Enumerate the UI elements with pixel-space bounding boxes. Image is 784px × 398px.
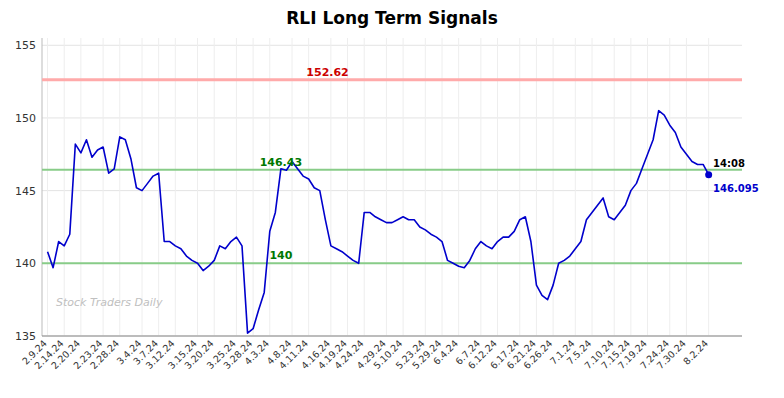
x-grid-line [686, 38, 687, 336]
watermark: Stock Traders Daily [56, 296, 163, 309]
x-grid-line [64, 38, 65, 336]
x-grid-line [214, 38, 215, 336]
y-tick-label: 150 [15, 112, 36, 125]
x-grid-line [269, 38, 270, 336]
reference-line [42, 78, 742, 81]
x-grid-line [197, 38, 198, 336]
reference-line [42, 169, 742, 171]
x-grid-line [236, 38, 237, 336]
x-grid-line [519, 38, 520, 336]
x-grid-line [103, 38, 104, 336]
x-grid-line [80, 38, 81, 336]
y-grid-line [42, 190, 742, 191]
y-grid-line [42, 117, 742, 118]
x-grid-line [708, 38, 709, 336]
x-grid-line [536, 38, 537, 336]
x-tick-label: 2.28.24 [88, 338, 121, 371]
grid [42, 38, 742, 336]
x-grid-line [425, 38, 426, 336]
y-grid-line [42, 45, 742, 46]
y-tick-label: 140 [15, 257, 36, 270]
reference-line [42, 262, 742, 264]
x-grid-line [292, 38, 293, 336]
x-grid-line [47, 38, 48, 336]
y-tick-label: 135 [15, 330, 36, 343]
x-grid-line [458, 38, 459, 336]
x-tick-label: 8.2.24 [681, 338, 710, 367]
x-grid-line [480, 38, 481, 336]
x-grid-line [403, 38, 404, 336]
x-grid-line [330, 38, 331, 336]
x-grid-line [575, 38, 576, 336]
x-grid-line [175, 38, 176, 336]
y-axis-line [42, 38, 43, 336]
reference-label: 140 [269, 249, 292, 262]
x-grid-line [442, 38, 443, 336]
plot-area [42, 80, 742, 333]
x-grid-line [142, 38, 143, 336]
reference-label: 152.62 [306, 66, 348, 79]
x-grid-line [347, 38, 348, 336]
y-tick-label: 155 [15, 39, 36, 52]
reference-label: 146.43 [260, 156, 302, 169]
y-grid-line [42, 336, 742, 337]
x-tick-label: 6.26.24 [521, 338, 554, 371]
x-grid-line [497, 38, 498, 336]
x-grid-line [669, 38, 670, 336]
x-grid-line [386, 38, 387, 336]
y-tick-label: 145 [15, 185, 36, 198]
y-grid-line [42, 263, 742, 264]
last-time-label: 14:08 [713, 158, 745, 169]
x-grid-line [364, 38, 365, 336]
x-tick-label: 7.30.24 [654, 338, 687, 371]
x-grid-line [647, 38, 648, 336]
title: RLI Long Term Signals [286, 8, 498, 28]
x-axis-line [42, 335, 742, 336]
x-grid-line [614, 38, 615, 336]
x-grid-line [553, 38, 554, 336]
price-line [48, 111, 709, 333]
x-grid-line [308, 38, 309, 336]
x-grid-line [253, 38, 254, 336]
last-price-dot [705, 171, 712, 178]
last-price-label: 146.095 [713, 183, 759, 194]
chart: 1351401451501552.9.242.14.242.20.242.23.… [0, 0, 784, 398]
x-grid-line [592, 38, 593, 336]
x-grid-line [119, 38, 120, 336]
x-grid-line [630, 38, 631, 336]
